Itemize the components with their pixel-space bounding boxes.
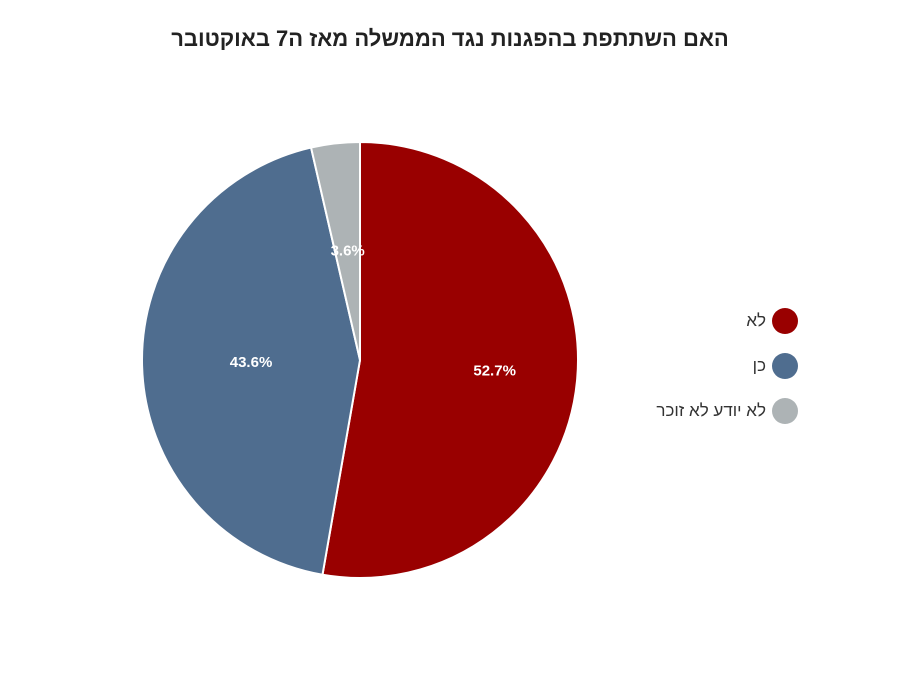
legend-label-dont-know: לא יודע לא זוכר [656,400,766,420]
pie-slice-yes[interactable] [141,146,362,576]
slice-label-dont-know: 3.6% [331,243,365,260]
legend-label-yes: כן [752,355,766,375]
slice-labels: 52.7% 43.6% 3.6% [230,243,516,380]
legend: לא כן לא יודע לא זוכר [656,298,798,433]
legend-swatch-dont-know [772,397,798,424]
legend-swatch-yes [772,352,798,379]
legend-swatch-no [772,307,798,334]
legend-item-dont-know[interactable]: לא יודע לא זוכר [656,388,798,433]
pie-slice-no[interactable] [321,140,580,579]
legend-label-no: לא [746,310,766,330]
pie-slices [141,140,580,579]
slice-label-yes: 43.6% [230,354,273,371]
chart-title: האם השתתפת בהפגנות נגד הממשלה מאז ה7 באו… [171,26,729,51]
legend-item-no[interactable]: לא [656,298,798,343]
pie-slice-dont-know[interactable] [309,140,361,361]
legend-item-yes[interactable]: כן [656,343,798,388]
slice-label-no: 52.7% [473,363,516,380]
